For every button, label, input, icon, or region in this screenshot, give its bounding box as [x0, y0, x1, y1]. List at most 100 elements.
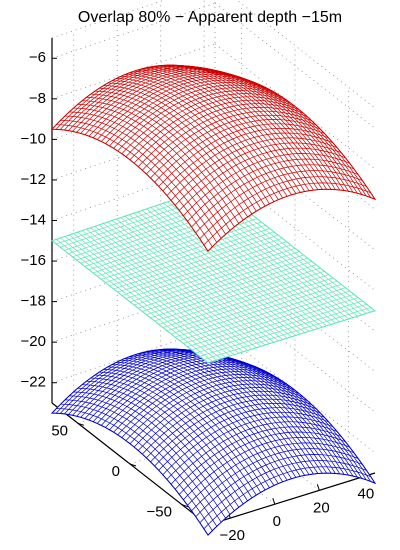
surface-mesh-line	[146, 394, 312, 459]
surface-mesh-line	[183, 437, 350, 500]
tick-labels: −6 −8 −10 −12 −14 −16 −18 −20 −22 50 0 −50 −20 0 20 40	[21, 49, 375, 544]
surface-mesh-line	[207, 472, 376, 536]
z-tick-label: −16	[21, 252, 46, 269]
surface-mesh-line	[105, 228, 270, 283]
surface-mesh-line	[133, 251, 300, 306]
y-tick-label: 0	[112, 463, 120, 480]
surface-mesh-line	[162, 127, 329, 192]
surface-mesh-line	[174, 142, 342, 206]
surface-mesh-line	[109, 82, 275, 147]
x-tick-label: 0	[273, 513, 281, 530]
surface-mesh-line	[105, 363, 270, 428]
surface-mesh-line	[129, 380, 296, 444]
surface-mesh-line	[88, 72, 254, 137]
surface-mesh-line	[113, 234, 279, 290]
surface-mesh-line	[195, 170, 363, 234]
surface-mesh-line	[109, 231, 275, 287]
surface-mesh-line	[109, 366, 275, 431]
surface-mesh-line	[166, 416, 334, 480]
y-tick	[129, 463, 137, 467]
surface-mesh-line	[117, 87, 283, 152]
surface-mesh-line	[174, 426, 342, 490]
z-tick-label: −14	[21, 211, 46, 228]
surface-mesh-line	[101, 77, 266, 142]
surface-mesh-line	[101, 361, 266, 426]
surface-mesh-line	[203, 307, 371, 360]
surface-mesh-line	[113, 84, 279, 149]
surface-mesh-line	[117, 371, 283, 436]
surface-mesh-line	[137, 387, 304, 451]
surface-mesh-line	[207, 310, 376, 364]
surface-mesh-line	[207, 188, 376, 252]
z-tick-label: −10	[21, 130, 46, 147]
surface-mesh-line	[158, 270, 325, 325]
surface-mesh-line	[121, 90, 287, 154]
surface-mesh-line	[158, 123, 325, 187]
y-tick	[77, 422, 85, 426]
surface-mesh-line	[133, 99, 300, 164]
surface-mesh-line	[170, 280, 338, 335]
surface-mesh-line	[158, 407, 325, 471]
surface-mesh-line	[162, 411, 329, 476]
surface-mesh-line	[129, 247, 296, 303]
surface-mesh-line	[191, 297, 359, 351]
surface-mesh-line	[162, 274, 329, 328]
z-tick-label: −22	[21, 374, 46, 391]
surface-mesh-line	[187, 442, 355, 506]
surface-mesh-line	[117, 238, 283, 293]
surface-mesh-line	[113, 368, 279, 433]
surface-mesh-line	[195, 454, 363, 517]
surface-mesh-line	[175, 284, 342, 338]
surface-mesh-line	[142, 107, 308, 171]
surface-mesh-line	[92, 73, 258, 139]
z-tick-label: −18	[21, 293, 46, 310]
surface-mesh-line	[166, 132, 334, 196]
surface-mesh-line	[203, 182, 371, 246]
surface-mesh-line	[199, 176, 367, 240]
surface-mesh-line	[121, 374, 287, 438]
x-tick-label: 40	[358, 485, 375, 502]
x-tick	[316, 484, 320, 491]
surface-mesh-line	[150, 398, 317, 463]
surface-mesh-line	[191, 448, 359, 512]
surface-mesh-line	[166, 277, 334, 332]
z-tick-label: −20	[21, 333, 46, 350]
surface-mesh-line	[125, 244, 291, 299]
surface-mesh-line	[142, 390, 308, 455]
surface-mesh-line	[187, 158, 355, 222]
surface-mesh-line	[105, 79, 270, 144]
surface-mesh-line	[170, 421, 338, 485]
surface-mesh-line	[59, 65, 224, 130]
surface-mesh-line	[146, 110, 312, 175]
surface-mesh-line	[125, 377, 291, 441]
surface-mesh-line	[203, 466, 371, 530]
surface-0	[50, 64, 377, 253]
surface-mesh-line	[51, 64, 216, 130]
surface-mesh-line	[142, 257, 308, 312]
surface-mesh-line	[154, 402, 321, 467]
surface-mesh-line	[187, 293, 355, 348]
surface-mesh-line	[55, 64, 220, 130]
surface-mesh-line	[183, 153, 350, 217]
surface-mesh-line	[96, 359, 262, 424]
surface-mesh-line	[121, 241, 287, 296]
chart-title: Overlap 80% − Apparent depth −15m	[78, 9, 342, 26]
x-axis-line	[207, 472, 376, 526]
surface-mesh-line	[146, 261, 312, 315]
surface-mesh-line	[133, 383, 300, 448]
surface-mesh-line	[129, 96, 296, 161]
surface-mesh-line	[195, 300, 363, 354]
z-tick-label: −12	[21, 171, 46, 188]
surface-mesh-line	[150, 114, 317, 179]
surface-mesh-line	[137, 103, 304, 167]
y-tick-label: −50	[147, 504, 172, 521]
surface-mesh-line	[150, 264, 317, 319]
surface-mesh-line	[154, 267, 321, 322]
surface-mesh-line	[179, 287, 346, 341]
surface-mesh-line	[170, 137, 338, 201]
surface-mesh-line	[179, 431, 346, 495]
surface-mesh-line	[179, 147, 346, 211]
surface-mesh-line	[154, 119, 321, 183]
surface-mesh-line	[183, 290, 350, 344]
